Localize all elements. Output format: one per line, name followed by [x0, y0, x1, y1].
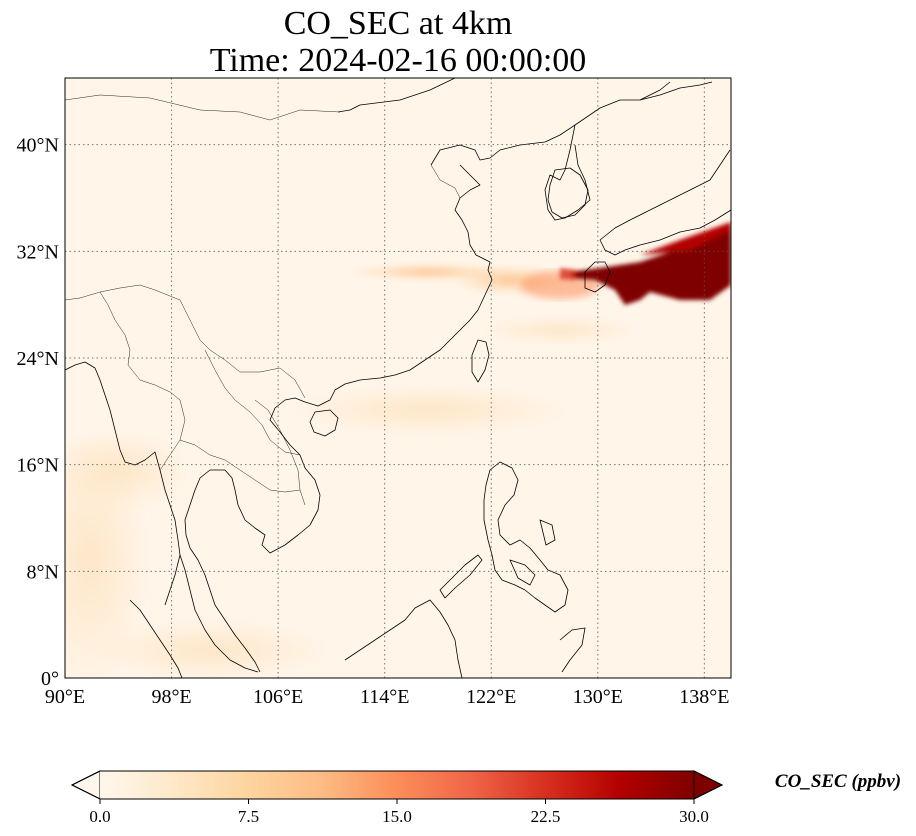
colorbar-tick-label: 7.5 [238, 807, 259, 826]
map-background [65, 78, 731, 678]
colorbar-tick-label: 30.0 [679, 807, 709, 826]
coastlines [65, 78, 731, 678]
lat-tick-label: 40°N [17, 135, 59, 157]
colorbar: 0.0 7.5 15.0 22.5 30.0 CO_SEC (ppbv) [70, 770, 901, 826]
lon-tick-label: 98°E [151, 686, 191, 708]
mindanao-coastline [559, 627, 586, 673]
sumatra-coastline [129, 599, 183, 678]
laos-border [204, 349, 301, 456]
colorbar-max-extension [693, 770, 724, 800]
colorbar-gradient [100, 771, 694, 799]
lat-tick-label: 0° [41, 668, 59, 690]
colorbar-label: CO_SEC (ppbv) [775, 771, 901, 792]
borneo-coastline [344, 599, 463, 678]
colorbar-tick-label: 0.0 [89, 807, 110, 826]
co-plume-core [560, 222, 731, 305]
philippines-coastline [483, 461, 569, 613]
colorbar-tick-label: 22.5 [531, 807, 561, 826]
map-title-line-2: Time: 2024-02-16 00:00:00 [209, 42, 587, 79]
china-india-border [65, 284, 306, 399]
colorbar-ticks: 0.0 7.5 15.0 22.5 30.0 [89, 799, 709, 826]
northeast-border [430, 164, 461, 199]
country-borders [65, 94, 461, 506]
malay-peninsula-coastline [179, 554, 259, 673]
lon-tick-label: 114°E [360, 686, 409, 708]
colorbar-tick-label: 15.0 [382, 807, 412, 826]
korea-coastline [547, 167, 589, 219]
lon-tick-label: 130°E [573, 686, 623, 708]
thailand-border [179, 439, 241, 471]
myanmar-border [99, 291, 186, 471]
lat-tick-label: 32°N [17, 241, 59, 263]
lat-tick-label: 8°N [27, 561, 59, 583]
cambodia-border [239, 469, 301, 493]
palawan-coastline [439, 554, 483, 599]
lon-tick-label: 90°E [45, 686, 85, 708]
colorbar-min-extension [70, 770, 101, 800]
myanmar-coastline [65, 361, 181, 606]
gridlines [65, 78, 731, 678]
lon-tick-label: 106°E [253, 686, 303, 708]
lon-tick-label: 138°E [679, 686, 729, 708]
map-frame [64, 77, 732, 679]
lon-tick-label: 122°E [466, 686, 516, 708]
hainan-coastline [309, 409, 339, 437]
asia-mainland-coastline [184, 78, 671, 673]
taiwan-coastline [471, 339, 490, 383]
concentration-field [65, 222, 731, 678]
lat-tick-label: 24°N [17, 348, 59, 370]
north-border [65, 94, 341, 121]
lat-tick-label: 16°N [17, 455, 59, 477]
longitude-ticks: 90°E 98°E 106°E 114°E 122°E 130°E 138°E [45, 686, 730, 708]
map-panel [65, 78, 731, 678]
latitude-ticks: 0° 8°N 16°N 24°N 32°N 40°N [17, 135, 59, 690]
map-title-line-1: CO_SEC at 4km [283, 5, 513, 42]
japan-coastline [584, 81, 731, 293]
